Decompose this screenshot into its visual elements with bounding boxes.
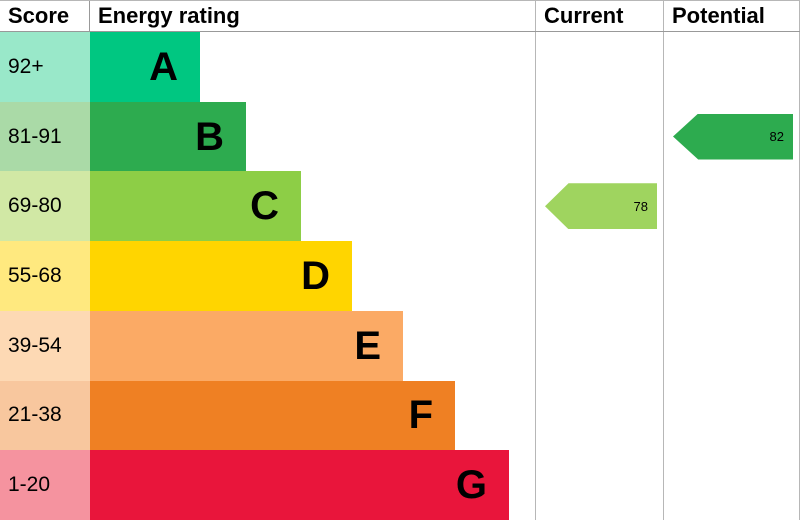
potential-cell-f bbox=[663, 380, 800, 451]
score-range-d: 55-68 bbox=[0, 241, 90, 311]
current-cell-a bbox=[535, 31, 663, 102]
band-row-e: 39-54 E bbox=[0, 310, 800, 381]
score-range-g: 1-20 bbox=[0, 450, 90, 520]
bar-area-g: G bbox=[90, 450, 535, 520]
band-row-c: 69-80 C 78 bbox=[0, 171, 800, 242]
current-value: 78 bbox=[633, 198, 648, 214]
band-row-g: 1-20 G bbox=[0, 450, 800, 520]
band-bar-f: F bbox=[90, 380, 455, 451]
band-letter-e: E bbox=[354, 323, 381, 368]
band-letter-g: G bbox=[455, 463, 487, 508]
header-potential: Potential bbox=[663, 1, 800, 31]
band-bar-d: D bbox=[90, 241, 352, 311]
current-cell-b bbox=[535, 101, 663, 172]
band-letter-b: B bbox=[195, 114, 224, 159]
bar-area-d: D bbox=[90, 241, 535, 311]
current-cell-f bbox=[535, 380, 663, 451]
bar-area-b: B bbox=[90, 101, 535, 172]
band-letter-d: D bbox=[301, 253, 330, 298]
header-score: Score bbox=[0, 1, 90, 31]
bar-area-f: F bbox=[90, 380, 535, 451]
current-arrow: 78 bbox=[545, 183, 657, 230]
band-row-d: 55-68 D bbox=[0, 241, 800, 311]
score-range-f: 21-38 bbox=[0, 380, 90, 451]
score-range-b: 81-91 bbox=[0, 101, 90, 172]
header-row: Score Energy rating Current Potential bbox=[0, 1, 800, 32]
current-cell-c: 78 bbox=[535, 171, 663, 242]
band-bar-c: C bbox=[90, 171, 301, 242]
band-bar-b: B bbox=[90, 101, 246, 172]
header-energy-rating: Energy rating bbox=[90, 1, 535, 31]
current-cell-e bbox=[535, 310, 663, 381]
potential-cell-b: 82 bbox=[663, 101, 800, 172]
bar-area-c: C bbox=[90, 171, 535, 242]
band-letter-f: F bbox=[408, 393, 433, 438]
potential-cell-c bbox=[663, 171, 800, 242]
bar-area-a: A bbox=[90, 31, 535, 102]
potential-cell-g bbox=[663, 450, 800, 520]
header-current: Current bbox=[535, 1, 663, 31]
potential-cell-d bbox=[663, 241, 800, 311]
score-range-c: 69-80 bbox=[0, 171, 90, 242]
band-bar-g: G bbox=[90, 450, 509, 520]
band-letter-c: C bbox=[250, 184, 279, 229]
potential-cell-a bbox=[663, 31, 800, 102]
band-bar-a: A bbox=[90, 31, 200, 102]
band-bar-e: E bbox=[90, 310, 403, 381]
band-letter-a: A bbox=[149, 44, 178, 89]
current-cell-d bbox=[535, 241, 663, 311]
bar-area-e: E bbox=[90, 310, 535, 381]
current-cell-g bbox=[535, 450, 663, 520]
score-range-a: 92+ bbox=[0, 31, 90, 102]
score-range-e: 39-54 bbox=[0, 310, 90, 381]
potential-value: 82 bbox=[769, 129, 784, 145]
band-row-a: 92+ A bbox=[0, 31, 800, 102]
potential-cell-e bbox=[663, 310, 800, 381]
potential-arrow: 82 bbox=[673, 113, 793, 160]
band-row-f: 21-38 F bbox=[0, 380, 800, 451]
band-row-b: 81-91 B 82 bbox=[0, 101, 800, 172]
